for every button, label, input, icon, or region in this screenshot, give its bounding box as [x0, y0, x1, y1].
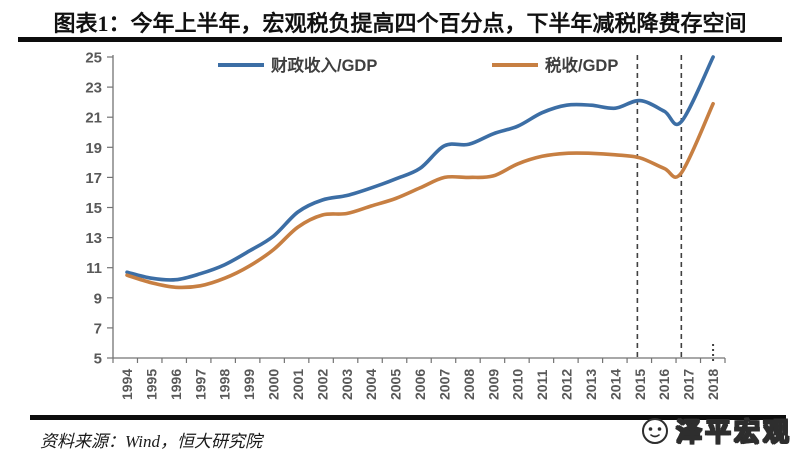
x-tick-label: 2006 — [412, 369, 428, 400]
title-divider — [18, 37, 782, 42]
watermark-text: 泽平宏观 — [675, 417, 792, 447]
watermark: 泽平宏观 — [640, 412, 792, 449]
y-tick-label: 19 — [85, 140, 102, 157]
x-tick-label: 2008 — [461, 369, 477, 400]
x-tick-label: 1994 — [119, 369, 135, 400]
x-tick-label: 2013 — [583, 369, 599, 400]
x-tick-label: 2002 — [314, 369, 330, 400]
series-line-1 — [125, 101, 715, 290]
brand-face-icon — [641, 417, 668, 444]
x-tick-label: 2001 — [290, 369, 306, 400]
y-tick-label: 17 — [85, 170, 102, 187]
x-tick-label: 1995 — [143, 369, 159, 400]
legend-label-0: 财政收入/GDP — [270, 55, 377, 75]
x-tick-label: 2004 — [363, 369, 379, 400]
y-tick-label: 23 — [85, 80, 102, 97]
y-tick-label: 13 — [85, 230, 102, 247]
x-tick-label: 1997 — [192, 369, 208, 400]
y-tick-label: 21 — [85, 110, 102, 127]
x-tick-label: 1999 — [241, 369, 257, 400]
x-tick-label: 2005 — [388, 369, 404, 400]
x-tick-label: 2018 — [705, 369, 721, 400]
source-note: 资料来源：Wind，恒大研究院 — [40, 432, 262, 451]
x-tick-label: 2007 — [436, 369, 452, 400]
y-tick-label: 15 — [85, 200, 102, 217]
y-tick-label: 25 — [85, 50, 102, 67]
x-tick-label: 2000 — [266, 369, 282, 400]
x-tick-label: 2016 — [656, 369, 672, 400]
y-tick-label: 11 — [86, 260, 102, 277]
series-line-0 — [125, 55, 715, 282]
x-tick-label: 2011 — [534, 369, 550, 400]
x-tick-label: 1998 — [217, 369, 233, 400]
y-tick-label: 5 — [94, 351, 102, 368]
footer-divider — [30, 415, 786, 420]
legend-label-1: 税收/GDP — [545, 55, 618, 75]
chart-area: 5 7 9 11 13 15 17 19 21 23 25 1994 1995 1996 1997 1998 1… — [0, 45, 800, 413]
x-tick-label: 2003 — [339, 369, 355, 400]
x-tick-label: 1996 — [168, 369, 184, 400]
x-tick-label: 2012 — [559, 369, 575, 400]
x-tick-label: 2015 — [632, 369, 648, 400]
x-tick-label: 2017 — [681, 369, 697, 400]
x-tick-label: 2014 — [607, 369, 623, 400]
y-tick-label: 7 — [94, 320, 102, 337]
x-tick-label: 2009 — [485, 369, 501, 400]
chart-canvas: 5 7 9 11 13 15 17 19 21 23 25 1994 1995 1996 1997 1998 1… — [85, 50, 726, 400]
chart-title: 图表1：今年上半年，宏观税负提高四个百分点，下半年减税降费存空间 — [53, 11, 747, 36]
x-tick-label: 2010 — [510, 369, 526, 400]
y-tick-label: 9 — [94, 290, 102, 307]
